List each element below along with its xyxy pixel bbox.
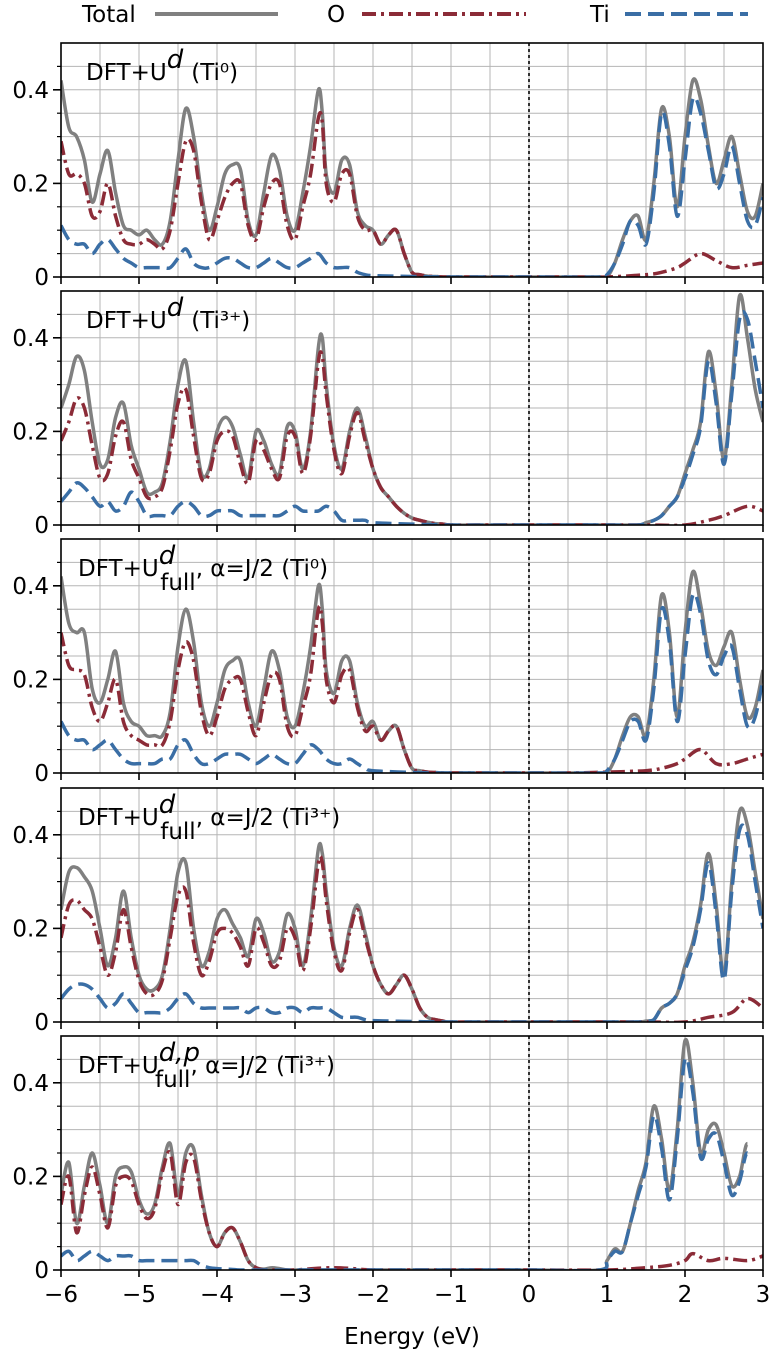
x-tick-label: −1	[434, 1282, 468, 1308]
panel-title-rest: , α=J/2 (Ti⁰)	[196, 556, 328, 582]
y-tick-label: 0	[34, 761, 49, 787]
y-tick-label: 0.4	[12, 574, 49, 600]
legend-label-ti: Ti	[589, 2, 610, 28]
panel-title: DFT+Ud full, α=J/2 (Ti⁰)	[78, 541, 328, 596]
series-line-total	[61, 569, 763, 773]
y-tick-label: 0.2	[12, 916, 49, 942]
panel-4: 0 0.2 0.4 DFT+Ud full, α=J/2 (Ti³⁺)	[12, 787, 764, 1036]
x-axis: −6 −5 −4 −3 −2 −1 0 1 2 3	[44, 1282, 770, 1308]
y-tick-label: 0.4	[12, 78, 49, 104]
x-tick-label: 3	[756, 1282, 771, 1308]
series-line-total	[61, 77, 763, 277]
panel-3: 0 0.2 0.4 DFT+Ud full, α=J/2 (Ti⁰)	[12, 538, 764, 787]
legend-label-total: Total	[81, 2, 136, 28]
panel-1: 0 0.2 0.4 DFT+Ud (Ti⁰)	[12, 42, 764, 291]
x-tick-label: −4	[200, 1282, 234, 1308]
series-line-o	[61, 110, 763, 277]
y-tick-label: 0	[34, 1258, 49, 1284]
x-tick-label: 1	[600, 1282, 615, 1308]
panel-title: DFT+Ud (Ti⁰)	[86, 45, 238, 86]
panel-title-main: DFT+U	[86, 60, 167, 86]
panel-title: DFT+Ud full, α=J/2 (Ti³⁺)	[78, 790, 340, 845]
series-group	[61, 806, 763, 1022]
panel-title-rest: , α=J/2 (Ti³⁺)	[190, 1053, 335, 1079]
series-line-ti	[61, 310, 763, 525]
panel-title-rest: (Ti³⁺)	[191, 308, 250, 334]
y-tick-label: 0.4	[12, 1071, 49, 1097]
panel-title-rest: (Ti⁰)	[191, 60, 238, 86]
panel-5: 0 0.2 0.4 DFT+Ud,p full, α=J/2 (Ti³⁺)	[12, 1035, 764, 1284]
series-group	[61, 77, 763, 277]
series-group	[61, 569, 763, 773]
x-tick-label: −2	[356, 1282, 390, 1308]
x-tick-label: −3	[278, 1282, 312, 1308]
y-tick-label: 0.2	[12, 1164, 49, 1190]
y-tick-label: 0	[34, 1010, 49, 1036]
y-tick-label: 0	[34, 265, 49, 291]
y-tick-label: 0.2	[12, 667, 49, 693]
panel-title-superscript: d,p	[159, 1038, 200, 1068]
y-tick-label: 0.2	[12, 171, 49, 197]
panel-title-rest: , α=J/2 (Ti³⁺)	[196, 805, 341, 831]
panel-title: DFT+Ud (Ti³⁺)	[86, 293, 250, 334]
panel-title-subscript: full	[160, 570, 195, 596]
panel-title-superscript: d	[159, 790, 176, 820]
series-line-o	[61, 604, 763, 773]
x-tick-label: −6	[44, 1282, 78, 1308]
legend: Total O Ti	[81, 2, 748, 28]
x-tick-label: 0	[522, 1282, 537, 1308]
series-line-o	[61, 854, 763, 1022]
legend-label-o: O	[327, 2, 345, 28]
series-line-ti	[61, 823, 763, 1022]
panel-title-main: DFT+U	[78, 1053, 159, 1079]
y-tick-label: 0	[34, 513, 49, 539]
panel-title-main: DFT+U	[78, 556, 159, 582]
panel-title-subscript: full	[155, 1067, 190, 1093]
x-tick-label: −5	[122, 1282, 156, 1308]
panel-title-superscript: d	[159, 541, 176, 571]
series-line-ti	[61, 591, 763, 773]
panel-title-subscript: full	[160, 819, 195, 845]
x-axis-label: Energy (eV)	[344, 1324, 480, 1350]
y-tick-label: 0.4	[12, 823, 49, 849]
y-tick-label: 0.4	[12, 326, 49, 352]
series-line-ti	[61, 95, 763, 277]
series-group	[61, 1037, 763, 1270]
panel-title: DFT+Ud,p full, α=J/2 (Ti³⁺)	[78, 1038, 335, 1093]
panel-title-main: DFT+U	[78, 805, 159, 831]
panel-2: 0 0.2 0.4 DFT+Ud (Ti³⁺)	[12, 290, 764, 539]
x-tick-label: 2	[678, 1282, 693, 1308]
panel-title-superscript: d	[167, 293, 184, 323]
y-tick-label: 0.2	[12, 419, 49, 445]
series-line-o	[61, 1150, 763, 1270]
panel-title-superscript: d	[167, 45, 184, 75]
panel-title-main: DFT+U	[86, 308, 167, 334]
series-line-ti	[61, 1056, 750, 1270]
